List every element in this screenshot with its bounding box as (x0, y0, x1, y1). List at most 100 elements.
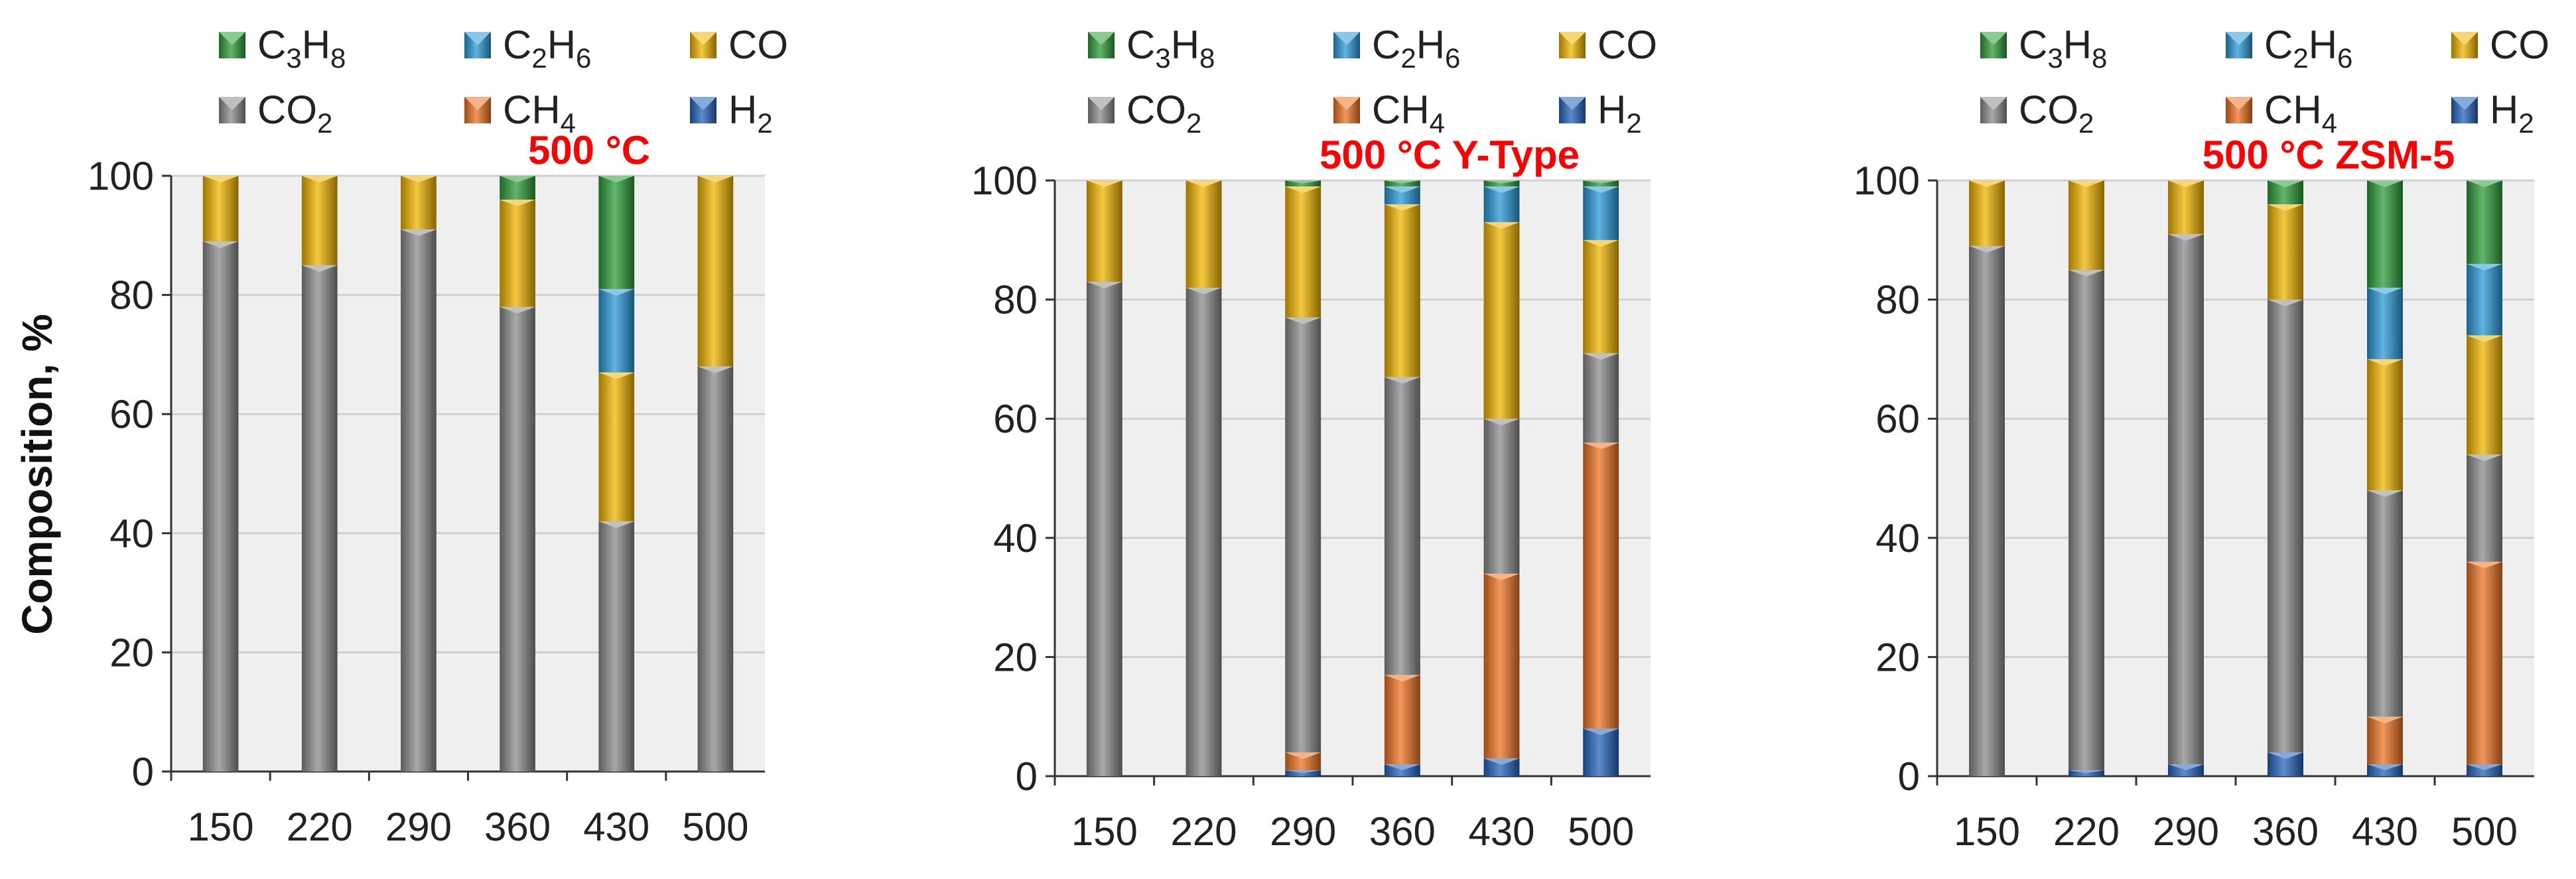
bar-bevel-co2-150 (1969, 245, 2005, 253)
bar-bevel-co-360 (1384, 204, 1420, 211)
legend-swatch-bevel (219, 32, 245, 45)
legend-label-co2: CO2 (2019, 88, 2094, 139)
bar-bevel-c2h6-430 (1483, 186, 1520, 193)
bar-bevel-co2-500 (2467, 454, 2502, 462)
bar-segment-c2h6-430 (598, 289, 635, 373)
bar-segment-co-500 (697, 176, 734, 367)
y-tick-label: 60 (993, 397, 1038, 441)
legend-swatch-bevel (690, 32, 716, 45)
bar-bevel-h2-220 (2068, 770, 2104, 774)
y-tick-label: 60 (1875, 397, 1920, 441)
bar-bevel-h2-500 (2467, 764, 2502, 771)
bar-bevel-co2-220 (301, 265, 338, 272)
bar-bevel-co2-500 (697, 366, 734, 373)
bar-segment-co2-430 (2367, 490, 2403, 717)
bar-bevel-ch4-500 (2467, 561, 2502, 569)
legend-label-co: CO (728, 23, 788, 67)
panel-500c-y-type: 0 20 40 60 80 100 150 220 290 360 430 500 500 °C Y-T… (971, 23, 1657, 854)
bar-bevel-co2-360 (1384, 377, 1420, 384)
bar-bevel-c3h8-360 (500, 176, 535, 182)
panel-title: 500 °C (528, 128, 650, 172)
legend-label-h2: H2 (1597, 88, 1642, 139)
bar-bevel-c3h8-290 (1285, 180, 1322, 184)
y-tick-label: 20 (993, 635, 1038, 679)
x-tick-label: 360 (1369, 809, 1436, 854)
x-tick-label: 430 (583, 805, 649, 849)
bar-bevel-co2-150 (202, 241, 239, 248)
bar-bevel-ch4-500 (1583, 442, 1619, 450)
bar-bevel-co-150 (1086, 180, 1122, 187)
bar-segment-ch4-500 (1583, 442, 1619, 729)
bar-segment-co-360 (1384, 204, 1420, 377)
bar-bevel-h2-360 (1384, 764, 1420, 771)
legend-swatch-bevel (1559, 32, 1586, 45)
y-tick-label: 40 (993, 516, 1038, 561)
x-tick-label: 500 (2451, 809, 2518, 854)
bar-segment-co-220 (301, 176, 338, 265)
x-tick-label: 150 (188, 805, 254, 849)
bar-bevel-c3h8-430 (2367, 180, 2403, 187)
legend-label-co: CO (2490, 23, 2549, 67)
bar-bevel-h2-430 (2367, 764, 2403, 771)
legend-label-c3h8: C3H8 (1126, 23, 1215, 74)
bar-segment-c3h8-290 (1285, 180, 1322, 186)
y-tick-label: 0 (132, 750, 154, 794)
legend-label-c3h8: C3H8 (257, 23, 346, 74)
y-tick-label: 60 (109, 392, 154, 437)
bar-bevel-co2-220 (1186, 287, 1222, 295)
panel-500c-zsm-5: 0 20 40 60 80 100 150 220 290 360 430 500 500 °C ZSM… (1854, 23, 2549, 854)
y-tick-label: 40 (109, 511, 154, 556)
bar-segment-c3h8-430 (598, 176, 635, 289)
y-tick-label: 0 (1898, 754, 1920, 799)
y-tick-label: 40 (1875, 516, 1920, 561)
bar-bevel-h2-430 (1483, 758, 1520, 766)
bar-segment-h2-500 (1583, 728, 1619, 776)
legend-label-co: CO (1597, 23, 1657, 67)
bar-bevel-co-360 (500, 199, 535, 206)
legend-swatch-bevel (2226, 32, 2252, 45)
bar-segment-co-500 (2467, 335, 2502, 455)
legend-swatch-bevel (1333, 97, 1360, 110)
bar-segment-co2-360 (500, 306, 535, 772)
bar-bevel-co-290 (2168, 180, 2204, 187)
panel-title: 500 °C Y-Type (1320, 133, 1580, 177)
bar-bevel-ch4-430 (1483, 573, 1520, 580)
bar-bevel-c2h6-360 (1384, 186, 1420, 193)
bar-segment-c2h6-500 (2467, 263, 2502, 336)
legend-swatch-bevel (1088, 97, 1115, 110)
y-tick-label: 100 (88, 154, 154, 198)
y-tick-label: 100 (1854, 159, 1920, 203)
bar-bevel-c2h6-430 (2367, 287, 2403, 295)
x-tick-label: 150 (1954, 809, 2020, 854)
bar-segment-co2-220 (1186, 287, 1222, 776)
legend-swatch-bevel (2451, 32, 2478, 45)
panel-title: 500 °C ZSM-5 (2203, 133, 2455, 177)
bar-bevel-c3h8-430 (1483, 180, 1520, 184)
legend-label-co2: CO2 (1126, 88, 1201, 139)
bar-segment-co-290 (2168, 180, 2204, 234)
y-tick-label: 20 (109, 630, 154, 675)
legend-swatch-bevel (2226, 97, 2252, 110)
bar-bevel-co2-290 (401, 229, 437, 236)
legend-swatch-bevel (464, 97, 491, 110)
bar-segment-co2-290 (401, 229, 437, 772)
bar-segment-ch4-360 (1384, 675, 1420, 765)
bar-segment-ch4-430 (2367, 716, 2403, 765)
bar-bevel-h2-500 (1583, 728, 1619, 736)
bar-segment-co2-150 (202, 241, 239, 772)
bar-bevel-co2-430 (2367, 490, 2403, 497)
bar-bevel-co-500 (2467, 335, 2502, 342)
bar-segment-co2-290 (2168, 234, 2204, 765)
x-tick-label: 500 (1568, 809, 1634, 854)
x-tick-label: 290 (2153, 809, 2219, 854)
x-tick-label: 360 (2252, 809, 2319, 854)
bar-segment-co-500 (1583, 239, 1619, 354)
bar-segment-co-150 (202, 176, 239, 241)
bar-segment-co-430 (598, 372, 635, 521)
y-axis-title: Composition, % (13, 314, 61, 635)
y-tick-label: 80 (993, 278, 1038, 322)
x-tick-label: 220 (2053, 809, 2120, 854)
bar-segment-ch4-430 (1483, 573, 1520, 759)
bar-segment-co-220 (2068, 180, 2104, 270)
